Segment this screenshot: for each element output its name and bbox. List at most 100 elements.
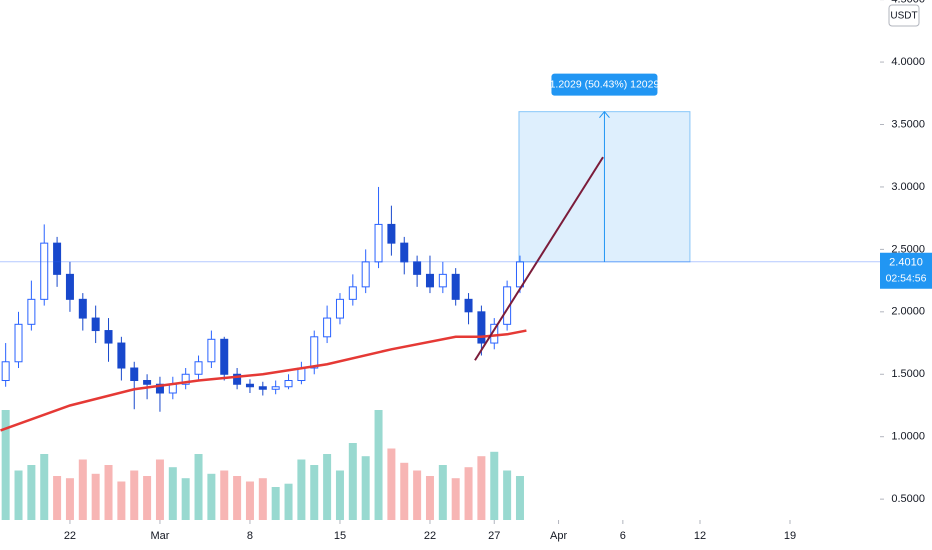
candle-body: [53, 242, 62, 275]
volume-bar: [515, 476, 524, 520]
candle-body: [91, 317, 100, 332]
candle-body: [104, 330, 113, 344]
volume-bar: [168, 467, 177, 520]
x-tick-label: Mar: [150, 530, 169, 542]
candle-body: [374, 223, 383, 263]
measure-label-box: [551, 73, 658, 96]
volume-bar: [297, 459, 306, 520]
volume-bar: [245, 481, 254, 520]
y-tick-label: 0.5000: [891, 493, 925, 505]
currency-box: [888, 4, 920, 27]
volume-bar: [425, 476, 434, 520]
y-tick-label: 2.0000: [891, 306, 925, 318]
volume-bar: [104, 465, 113, 520]
x-tick-label: 12: [694, 530, 706, 542]
volume-bar: [258, 478, 267, 520]
candle-body: [245, 383, 254, 388]
candle-body: [155, 383, 164, 394]
candle-body: [310, 336, 319, 369]
candle-body: [220, 338, 229, 375]
volume-bar: [117, 481, 126, 520]
volume-bar: [335, 470, 344, 520]
candle-body: [323, 317, 332, 338]
volume-bar: [40, 454, 49, 520]
volume-bar: [271, 487, 280, 520]
candle-body: [464, 298, 473, 313]
last-price-label: 2.4010: [889, 257, 923, 269]
volume-bar: [361, 456, 370, 520]
candle-body: [477, 311, 486, 344]
volume-bar: [143, 476, 152, 520]
candle-body: [117, 342, 126, 369]
measure-arrowhead: [599, 110, 610, 118]
measure-label: 1.2029 (50.43%) 12029: [550, 78, 660, 90]
y-tick-label: 1.5000: [891, 368, 925, 380]
volume-bar: [490, 451, 499, 520]
candle-body: [335, 298, 344, 319]
volume-bar: [207, 473, 216, 520]
volume-bar: [220, 470, 229, 520]
candle-body: [130, 367, 139, 382]
candle-body: [413, 261, 422, 275]
x-tick-label: 6: [620, 530, 626, 542]
volume-bar: [438, 465, 447, 520]
x-tick-label: 8: [247, 530, 253, 542]
candle-body: [284, 380, 293, 388]
x-tick-label: 22: [424, 530, 436, 542]
volume-bar: [130, 470, 139, 520]
candle-body: [14, 323, 23, 363]
candle-body: [78, 298, 87, 319]
candle-body: [348, 286, 357, 300]
candle-body: [181, 373, 190, 385]
y-tick-label: 4.5000: [891, 0, 925, 6]
candle-body: [143, 380, 152, 385]
candle-body: [233, 373, 242, 385]
candle-body: [65, 273, 74, 300]
candle-body: [438, 273, 447, 288]
currency-label: USDT: [890, 11, 917, 22]
volume-bar: [477, 456, 486, 520]
x-tick-label: 22: [64, 530, 76, 542]
volume-bar: [233, 476, 242, 520]
candle-body: [425, 273, 434, 288]
volume-bar: [53, 476, 62, 520]
y-tick-label: 3.5000: [891, 118, 925, 130]
volume-bar: [413, 470, 422, 520]
volume-bar: [451, 478, 460, 520]
volume-bar: [400, 462, 409, 520]
last-price-box: [880, 252, 932, 289]
candle-body: [194, 361, 203, 375]
countdown: 02:54:56: [886, 273, 927, 285]
candle-body: [515, 261, 524, 288]
volume-bar: [348, 443, 357, 520]
volume-bar: [503, 470, 512, 520]
volume-bar: [374, 410, 383, 520]
volume-bar: [181, 478, 190, 520]
candle-body: [400, 242, 409, 263]
x-tick-label: 15: [334, 530, 346, 542]
y-tick-label: 1.0000: [891, 431, 925, 443]
trend-line: [474, 156, 604, 361]
x-tick-label: 19: [784, 530, 796, 542]
volume-bar: [387, 448, 396, 520]
candle-body: [40, 242, 49, 300]
y-tick-label: 2.5000: [891, 243, 925, 255]
y-tick-label: 3.0000: [891, 181, 925, 193]
candle-body: [207, 338, 216, 363]
volume-bar: [323, 454, 332, 520]
volume-bar: [65, 478, 74, 520]
candle-body: [361, 261, 370, 288]
candle-body: [258, 386, 267, 390]
candle-body: [451, 273, 460, 300]
candle-body: [1, 361, 10, 382]
candle-body: [27, 298, 36, 325]
x-tick-label: 27: [488, 530, 500, 542]
x-tick-label: Apr: [550, 530, 567, 542]
volume-bar: [91, 473, 100, 520]
volume-bar: [284, 483, 293, 520]
candle-body: [271, 386, 280, 390]
volume-bar: [310, 465, 319, 520]
volume-bar: [1, 410, 10, 520]
volume-bar: [14, 470, 23, 520]
